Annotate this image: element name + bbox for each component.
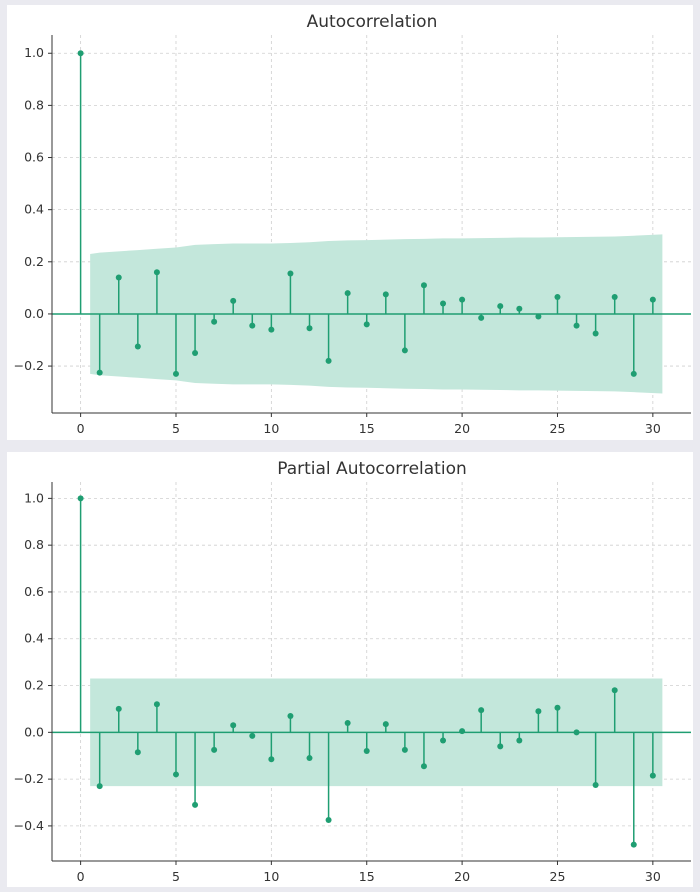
y-tick-label: −0.2 xyxy=(14,358,44,373)
x-tick-label: 0 xyxy=(77,869,85,884)
y-tick-label: 0.6 xyxy=(24,584,44,599)
x-tick-label: 15 xyxy=(359,421,375,436)
stem-marker xyxy=(401,347,408,354)
x-tick-label: 10 xyxy=(263,421,279,436)
stem-marker xyxy=(325,357,332,364)
stem-marker xyxy=(497,743,504,750)
stem-marker xyxy=(382,721,389,728)
stem-marker xyxy=(115,274,122,281)
acf-chart-panel: Autocorrelation 0 5 10 15 20 25 30 −0.2 0.0 0.2 0.… xyxy=(7,5,693,440)
stem-marker xyxy=(535,708,542,715)
stem-marker xyxy=(535,313,542,320)
chart-title: Partial Autocorrelation xyxy=(277,459,467,479)
stem-marker xyxy=(306,325,313,332)
stem-marker xyxy=(592,330,599,337)
stem-marker xyxy=(649,772,656,779)
stem-marker xyxy=(134,749,141,756)
y-tick-label: 0.2 xyxy=(24,254,44,269)
stem-marker xyxy=(516,737,523,744)
stem-marker xyxy=(230,297,237,304)
stem-marker xyxy=(630,370,637,377)
stem-marker xyxy=(153,701,160,708)
stem-marker xyxy=(77,50,84,57)
stem-marker xyxy=(172,771,179,778)
stem-marker xyxy=(611,293,618,300)
stem-marker xyxy=(192,350,199,357)
y-tick-label: 1.0 xyxy=(24,45,44,60)
stem-marker xyxy=(211,746,218,753)
stem-marker xyxy=(649,296,656,303)
stem-marker xyxy=(516,305,523,312)
stem-marker xyxy=(573,322,580,329)
stem-marker xyxy=(420,282,427,289)
x-tick-label: 30 xyxy=(645,869,661,884)
stem-marker xyxy=(440,737,447,744)
stem-marker xyxy=(249,322,256,329)
y-tick-label: 0.4 xyxy=(24,202,44,217)
acf-chart: Autocorrelation 0 5 10 15 20 25 30 −0.2 0.0 0.2 0.… xyxy=(14,12,691,436)
stem-marker xyxy=(573,729,580,736)
x-tick-label: 5 xyxy=(172,421,180,436)
stem-marker xyxy=(401,746,408,753)
x-tick-label: 25 xyxy=(550,869,566,884)
stem-marker xyxy=(344,719,351,726)
stem-marker xyxy=(363,748,370,755)
x-tick-label: 30 xyxy=(645,421,661,436)
y-tick-label: 0.0 xyxy=(24,724,44,739)
stem-marker xyxy=(134,343,141,350)
y-tick-label: −0.2 xyxy=(14,771,44,786)
y-tick-label: 0.2 xyxy=(24,678,44,693)
stem-marker xyxy=(363,321,370,328)
stem-marker xyxy=(630,841,637,848)
stem-marker xyxy=(440,300,447,307)
stem-marker xyxy=(459,728,466,735)
stem-marker xyxy=(249,732,256,739)
y-tick-label: 0.8 xyxy=(24,537,44,552)
stem-marker xyxy=(96,369,103,376)
x-tick-label: 20 xyxy=(454,869,470,884)
stem-marker xyxy=(211,318,218,325)
y-tick-label: −0.4 xyxy=(14,818,44,833)
stem-marker xyxy=(344,290,351,297)
stem-marker xyxy=(172,370,179,377)
stem-marker xyxy=(497,303,504,310)
chart-title: Autocorrelation xyxy=(307,12,438,32)
pacf-chart: Partial Autocorrelation 0 5 10 15 20 25 30 −0.4… xyxy=(14,459,691,884)
stem-marker xyxy=(611,687,618,694)
y-tick-label: 1.0 xyxy=(24,490,44,505)
x-tick-label: 25 xyxy=(550,421,566,436)
stem-marker xyxy=(306,755,313,762)
stem-marker xyxy=(478,314,485,321)
y-tick-label: 0.4 xyxy=(24,631,44,646)
x-tick-label: 15 xyxy=(359,869,375,884)
stem-marker xyxy=(192,801,199,808)
stem-marker xyxy=(554,293,561,300)
stem-marker xyxy=(268,756,275,763)
stem-marker xyxy=(420,763,427,770)
stem-marker xyxy=(230,722,237,729)
x-tick-label: 10 xyxy=(263,869,279,884)
stem-marker xyxy=(592,781,599,788)
stem-marker xyxy=(153,269,160,276)
pacf-chart-panel: Partial Autocorrelation 0 5 10 15 20 25 30 −0.4… xyxy=(7,452,693,887)
x-tick-label: 5 xyxy=(172,869,180,884)
stem-marker xyxy=(554,704,561,711)
stem-marker xyxy=(287,270,294,277)
stem-marker xyxy=(478,707,485,714)
y-tick-label: 0.0 xyxy=(24,306,44,321)
y-tick-label: 0.6 xyxy=(24,150,44,165)
stem-marker xyxy=(77,495,84,502)
x-tick-label: 20 xyxy=(454,421,470,436)
stem-marker xyxy=(96,783,103,790)
stem-marker xyxy=(287,712,294,719)
stem-marker xyxy=(115,705,122,712)
stem-marker xyxy=(382,291,389,298)
x-tick-label: 0 xyxy=(77,421,85,436)
y-tick-label: 0.8 xyxy=(24,97,44,112)
stem-marker xyxy=(268,326,275,333)
stem-marker xyxy=(325,817,332,824)
stem-marker xyxy=(459,296,466,303)
